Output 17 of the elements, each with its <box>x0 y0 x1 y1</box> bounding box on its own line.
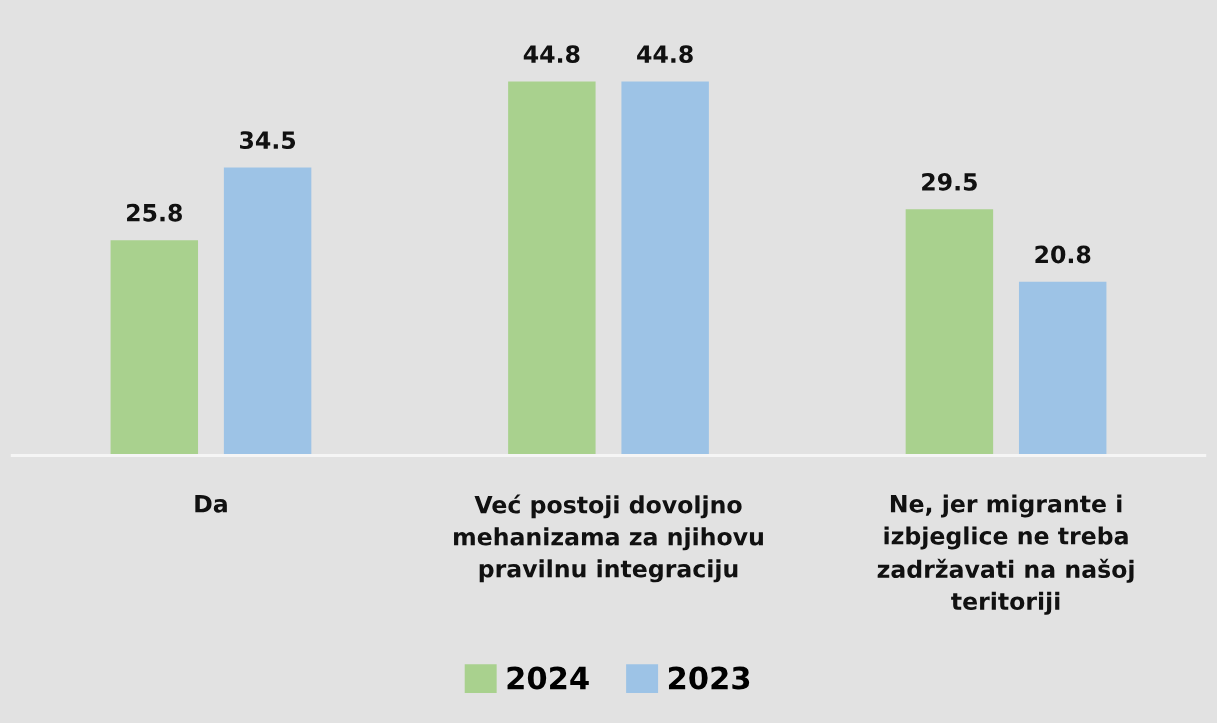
data-label: 25.8 <box>127 203 182 222</box>
legend-label: 2023 <box>668 666 750 690</box>
data-label: 20.8 <box>1035 245 1091 264</box>
bar <box>905 209 994 456</box>
x-tick-label: Već postoji dovoljno mehanizama za njihovu pravilnu integraciju <box>454 494 763 583</box>
x-tick-label: Da <box>195 495 227 513</box>
data-label: 44.8 <box>523 45 580 64</box>
bar <box>508 81 596 456</box>
data-label: 34.5 <box>240 131 296 150</box>
bar <box>223 167 312 456</box>
data-label: 29.5 <box>922 172 977 191</box>
legend-label: 2024 <box>507 666 589 690</box>
data-label: 44.8 <box>637 45 693 64</box>
bar <box>621 81 709 456</box>
bar <box>1018 281 1107 456</box>
x-tick-label: Ne, jer migrante i izbjeglice ne treba zadržavati na našoj teritoriji <box>877 494 1134 615</box>
bar <box>110 240 199 456</box>
